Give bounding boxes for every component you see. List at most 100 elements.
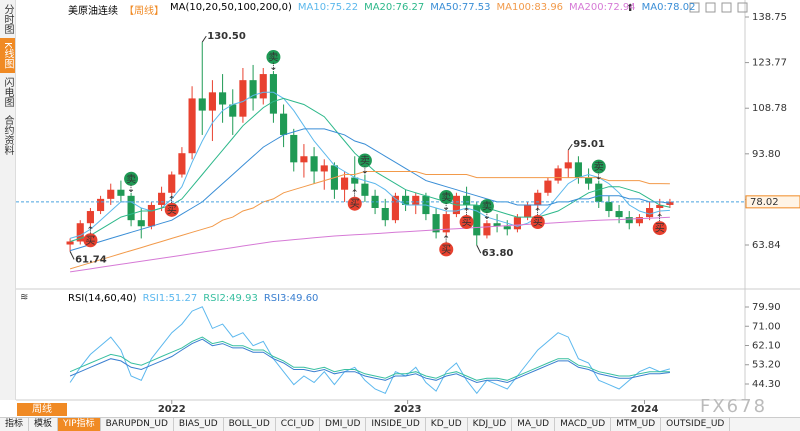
x-tick-label: 2023	[394, 404, 422, 415]
candle-body	[249, 80, 257, 99]
signal-arrow: ⇡	[168, 195, 176, 206]
candle-body	[493, 223, 501, 227]
candle-body	[158, 192, 166, 205]
y-tick-label: 44.30	[752, 379, 781, 390]
candle-body	[412, 195, 420, 205]
signal-arrow: ⇡	[442, 234, 450, 245]
watermark: FX678	[700, 396, 768, 417]
indicator-tab[interactable]: KDJ_UD	[468, 418, 513, 431]
x-tick-label: 2024	[631, 404, 659, 415]
signal: 卖⇣	[439, 190, 454, 213]
signal-text: 买	[462, 216, 472, 228]
indicator-tab[interactable]: MA_UD	[512, 418, 556, 431]
signal-text: 卖	[268, 52, 278, 64]
annotation: 63.80	[482, 248, 514, 259]
signal-dot	[439, 242, 454, 257]
signal: 买⇡	[164, 195, 179, 217]
signal-dot	[347, 196, 362, 211]
signal-arrow: ⇣	[269, 62, 277, 73]
indicator-tab[interactable]: BARUPDN_UD	[101, 418, 174, 431]
price-legend: 美原油连续 【周线】 MA(10,20,50,100,200,0) MA10:7…	[68, 2, 695, 17]
candle-body	[310, 156, 318, 172]
candle-body	[391, 195, 399, 221]
series-line	[69, 338, 670, 384]
signal-arrow: ⇣	[442, 202, 450, 213]
series-line	[69, 336, 670, 381]
period-button[interactable]: 周线	[17, 403, 67, 416]
series-line	[69, 91, 670, 239]
signal-dot	[459, 214, 474, 229]
candle-body	[137, 220, 145, 227]
legend-entry: MA10:75.22	[297, 2, 359, 13]
legend-entry: MA50:77.53	[430, 2, 491, 13]
current-price-label: 78.02	[750, 197, 779, 208]
indicator-tab[interactable]: BIAS_UD	[174, 418, 224, 431]
signal-text: 买	[167, 204, 177, 216]
signal: 买⇡	[530, 207, 545, 229]
toolbar-button[interactable]: 指标	[0, 418, 30, 431]
candle-body	[635, 217, 643, 224]
y-tick-label: 123.77	[752, 58, 787, 69]
indicator-tab[interactable]: YIP指标	[58, 418, 101, 431]
series-line	[69, 128, 670, 252]
candle-body	[76, 223, 84, 242]
series-line	[70, 216, 670, 273]
signal-dot	[164, 202, 179, 217]
signal: 买⇡	[439, 234, 454, 257]
candle-body	[503, 226, 511, 230]
signal-text: 卖	[594, 161, 604, 173]
series-line	[69, 171, 670, 270]
side-tab[interactable]: 闪电图	[2, 76, 13, 107]
signal: 卖⇣	[266, 50, 281, 73]
candle-body	[127, 195, 135, 221]
candle-body	[219, 92, 227, 105]
candle-body	[585, 177, 593, 184]
candle-body	[290, 134, 298, 163]
signal-arrow: ⇣	[595, 172, 603, 183]
candle-body	[147, 204, 155, 227]
icon[interactable]: ⬆	[626, 3, 634, 14]
signal-text: 卖	[441, 192, 451, 204]
signal: 买⇡	[83, 225, 98, 248]
candle-body	[473, 204, 481, 236]
side-tab[interactable]: 分时图	[2, 4, 13, 34]
indicator-tab[interactable]: KD_UD	[426, 418, 468, 431]
legend-entry: MA100:83.96	[496, 2, 564, 13]
signal-text: 买	[350, 198, 360, 210]
panel-icon[interactable]: ≋	[20, 292, 28, 303]
indicator-tab[interactable]: OUTSIDE_UD	[661, 418, 731, 431]
indicator-tab[interactable]: CCI_UD	[276, 418, 321, 431]
signal: 买⇡	[459, 207, 474, 229]
y-tick-label: 79.90	[752, 302, 781, 313]
candle-body	[656, 204, 664, 208]
toolbar-button[interactable]: 模板	[29, 418, 59, 431]
y-tick-label: 108.78	[752, 103, 787, 114]
indicator-tab[interactable]: MACD_UD	[555, 418, 612, 431]
annotation: 130.50	[207, 31, 246, 42]
side-tab[interactable]: 合约资料	[2, 114, 13, 155]
indicator-tab[interactable]: INSIDE_UD	[366, 418, 426, 431]
signal-text: 卖	[126, 173, 136, 185]
candle-body	[463, 195, 471, 205]
indicator-tab[interactable]: BOLL_UD	[224, 418, 276, 431]
y-tick-label: 62.10	[752, 340, 781, 351]
candle-body	[544, 180, 552, 193]
rsi-legend: RSI(14,60,40) RSI1:51.27 RSI2:49.93 RSI3:4…	[68, 293, 318, 304]
signal-dot	[479, 199, 494, 214]
candle-body	[524, 204, 532, 218]
candle-body	[432, 214, 440, 233]
signal-arrow: ⇡	[462, 207, 470, 218]
legend-entry: RSI2:49.93	[203, 293, 258, 304]
candle-body	[198, 98, 206, 111]
candle-body	[208, 92, 216, 111]
indicator-tab[interactable]: MTM_UD	[611, 418, 662, 431]
legend-entry: MA0:78.02	[641, 2, 696, 13]
signal-text: 买	[85, 235, 95, 247]
candle-body	[178, 153, 186, 175]
indicator-tab[interactable]: DMI_UD	[320, 418, 367, 431]
signal-dot	[530, 214, 545, 229]
side-tab[interactable]: K线图	[0, 38, 15, 73]
candle-body	[229, 104, 237, 117]
legend-entry: RSI1:51.27	[142, 293, 198, 304]
candle-body	[666, 201, 674, 205]
